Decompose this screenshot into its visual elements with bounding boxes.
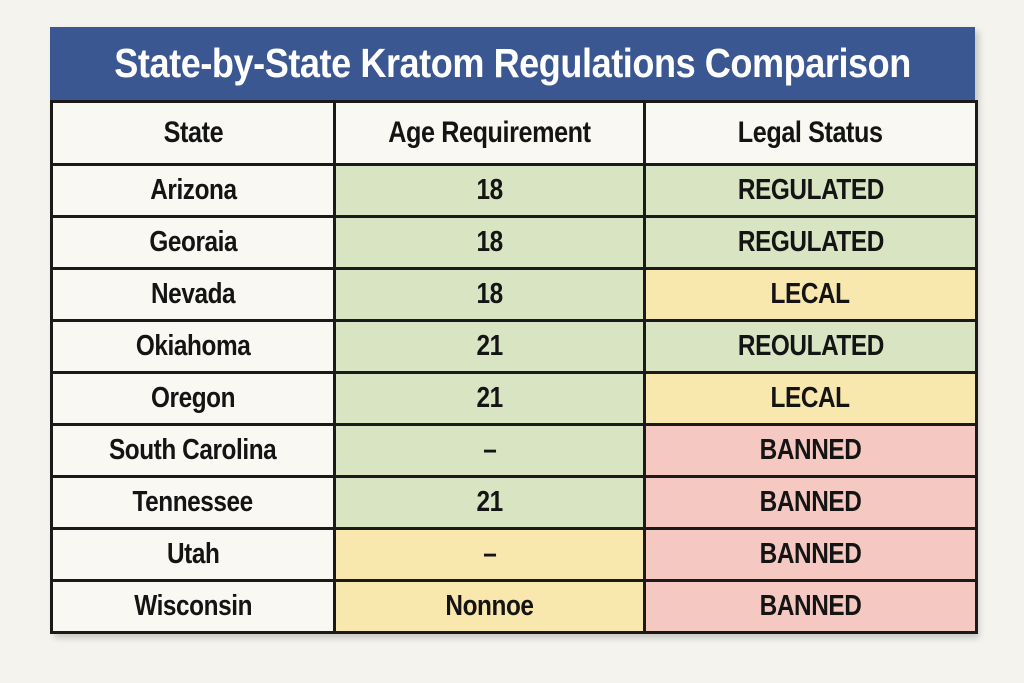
table-row: Nevada 18 LECAL: [50, 267, 978, 322]
status-cell-text: REGULATED: [737, 226, 884, 258]
age-cell: 21: [333, 319, 646, 374]
column-header-age-requirement: Age Requirement: [333, 100, 646, 166]
title-banner: State-by-State Kratom Regulations Compar…: [50, 27, 975, 100]
state-cell-text: Wisconsin: [134, 590, 252, 622]
column-header-age-requirement-text: Age Requirement: [388, 116, 591, 149]
table-row: Okiahoma 21 REOULATED: [50, 319, 978, 374]
age-cell: 18: [333, 215, 646, 270]
state-cell: Arizona: [50, 163, 336, 218]
table-row: Wisconsin Nonnoe BANNED: [50, 579, 978, 634]
status-cell: REGULATED: [643, 163, 978, 218]
table-row: Utah – BANNED: [50, 527, 978, 582]
state-cell-text: South Carolina: [109, 434, 277, 466]
age-cell: 18: [333, 163, 646, 218]
age-cell-text: –: [482, 538, 497, 570]
state-cell-text: Oregon: [150, 382, 236, 414]
state-cell-text: Utah: [166, 538, 220, 570]
kratom-regulations-table: State Age Requirement Legal Status Arizo…: [50, 100, 978, 634]
table-row: Arizona 18 REGULATED: [50, 163, 978, 218]
table-row: South Carolina – BANNED: [50, 423, 978, 478]
age-cell-text: 21: [476, 382, 503, 414]
status-cell-text: REOULATED: [737, 330, 884, 362]
state-cell-text: Arizona: [149, 174, 237, 206]
age-cell-text: 18: [476, 226, 503, 258]
state-cell-text: Okiahoma: [135, 330, 251, 362]
status-cell: BANNED: [643, 423, 978, 478]
state-cell: Tennessee: [50, 475, 336, 530]
status-cell-text: REGULATED: [737, 174, 884, 206]
status-cell: LECAL: [643, 267, 978, 322]
status-cell-text: BANNED: [759, 590, 862, 622]
state-cell-text: Nevada: [150, 278, 236, 310]
state-cell: South Carolina: [50, 423, 336, 478]
header-row: State Age Requirement Legal Status: [50, 100, 978, 166]
status-cell-text: LECAL: [770, 382, 851, 414]
status-cell-text: BANNED: [759, 486, 862, 518]
age-cell-text: 18: [476, 174, 503, 206]
table-body: Arizona 18 REGULATED Georaia 18 REGULATED Neva…: [50, 163, 978, 634]
column-header-state-text: State: [163, 116, 223, 149]
age-cell: 21: [333, 371, 646, 426]
status-cell: BANNED: [643, 527, 978, 582]
state-cell: Okiahoma: [50, 319, 336, 374]
page-title: State-by-State Kratom Regulations Compar…: [114, 40, 911, 86]
age-cell-text: Nonnoe: [445, 590, 534, 622]
status-cell-text: BANNED: [759, 434, 862, 466]
status-cell: BANNED: [643, 579, 978, 634]
status-cell: REOULATED: [643, 319, 978, 374]
age-cell-text: 21: [476, 330, 503, 362]
age-cell-text: –: [482, 434, 497, 466]
age-cell: –: [333, 423, 646, 478]
table-header: State Age Requirement Legal Status: [50, 100, 978, 166]
state-cell: Oregon: [50, 371, 336, 426]
state-cell: Utah: [50, 527, 336, 582]
status-cell: LECAL: [643, 371, 978, 426]
column-header-legal-status: Legal Status: [643, 100, 978, 166]
state-cell: Nevada: [50, 267, 336, 322]
table-row: Tennessee 21 BANNED: [50, 475, 978, 530]
status-cell: REGULATED: [643, 215, 978, 270]
table-row: Oregon 21 LECAL: [50, 371, 978, 426]
kratom-regulations-infographic: State-by-State Kratom Regulations Compar…: [50, 27, 978, 634]
column-header-state: State: [50, 100, 336, 166]
status-cell-text: LECAL: [770, 278, 851, 310]
state-cell-text: Tennessee: [132, 486, 254, 518]
age-cell: 21: [333, 475, 646, 530]
age-cell-text: 18: [476, 278, 503, 310]
state-cell: Wisconsin: [50, 579, 336, 634]
state-cell: Georaia: [50, 215, 336, 270]
age-cell-text: 21: [476, 486, 503, 518]
column-header-legal-status-text: Legal Status: [738, 116, 883, 149]
age-cell: 18: [333, 267, 646, 322]
state-cell-text: Georaia: [149, 226, 237, 258]
status-cell-text: BANNED: [759, 538, 862, 570]
age-cell: Nonnoe: [333, 579, 646, 634]
table-row: Georaia 18 REGULATED: [50, 215, 978, 270]
age-cell: –: [333, 527, 646, 582]
status-cell: BANNED: [643, 475, 978, 530]
